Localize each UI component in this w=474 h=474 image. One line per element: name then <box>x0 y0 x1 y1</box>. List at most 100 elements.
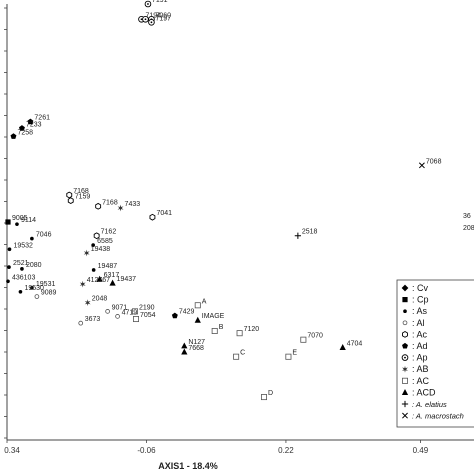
data-point: A <box>194 298 207 309</box>
point-label: 7258 <box>17 129 33 136</box>
point-label: 2048 <box>92 296 108 303</box>
point-label: 7191 <box>152 0 168 4</box>
data-point: 9114 <box>15 217 36 226</box>
x-tick-labels: 0.34 -0.06 0.22 0.49 <box>4 446 429 455</box>
point-label: 7046 <box>36 232 52 239</box>
point-label: 6585 <box>97 238 113 245</box>
legend-item: : ACD <box>401 387 436 397</box>
data-point: 7041 <box>149 210 172 221</box>
point-label: 9114 <box>21 217 36 224</box>
data-point: 7068 <box>418 158 442 169</box>
marker-dot <box>91 268 96 272</box>
data-point: 6585 <box>91 238 113 247</box>
marker-square-open <box>261 394 268 401</box>
marker-circle-dot-center <box>150 21 153 24</box>
data-point: 2518 <box>294 229 318 239</box>
data-point: N127 <box>181 339 205 349</box>
marker-circle-open <box>115 314 120 319</box>
data-point: 7233 <box>18 121 42 131</box>
data-point: 7159 <box>67 194 91 205</box>
legend-item: : Ap <box>401 353 428 363</box>
data-point: 19530 <box>18 285 44 294</box>
point-label: 19437 <box>117 276 137 283</box>
point-label: 9005 <box>12 215 28 222</box>
data-point: 9089 <box>34 290 57 299</box>
marker-circle-open <box>402 320 408 326</box>
data-point: 19532 <box>7 242 33 252</box>
point-label: A <box>202 298 207 305</box>
point-label: 436103 <box>12 274 35 281</box>
point-label: 7429 <box>179 309 195 316</box>
marker-circle-open <box>78 320 84 326</box>
data-point: 3673 <box>78 316 100 326</box>
legend-label: : As <box>412 306 428 316</box>
point-label: 6317 <box>104 272 120 279</box>
data-point: 19437 <box>109 276 136 286</box>
marker-circle-open <box>105 309 110 314</box>
edge-point-label: 36 <box>463 213 471 220</box>
marker-star <box>83 249 90 257</box>
data-point: 2190 <box>132 304 155 315</box>
legend-box <box>396 279 474 428</box>
marker-square-open <box>132 308 139 315</box>
marker-triangle <box>194 316 201 323</box>
legend-label: : ACD <box>412 387 436 397</box>
point-label: 2518 <box>302 229 318 236</box>
marker-dot <box>30 286 34 290</box>
marker-square-filled <box>5 219 11 225</box>
legend-item: : AB <box>402 364 429 374</box>
data-point: 7197 <box>148 15 171 26</box>
legend-item: : AC <box>401 376 430 386</box>
data-point: 7120 <box>236 326 259 337</box>
marker-star <box>79 280 86 288</box>
legend-label: : Ap <box>412 353 428 363</box>
data-point: 7433 <box>117 201 140 212</box>
marker-triangle <box>181 348 188 355</box>
marker-square-open <box>285 353 292 360</box>
marker-square-open <box>236 330 243 337</box>
point-label: 7060 <box>155 12 171 19</box>
marker-dot <box>7 265 11 269</box>
data-point: 2080 <box>20 262 42 271</box>
marker-triangle <box>96 275 103 282</box>
marker-diamond <box>401 284 409 292</box>
data-point: 7070 <box>300 333 323 343</box>
data-point: 7168 <box>95 199 118 210</box>
legend-label: : A. macrostach <box>412 412 464 421</box>
legend-label: : Cp <box>412 295 429 305</box>
data-point: IMAGE <box>194 313 225 323</box>
marker-pentagon <box>10 133 17 139</box>
point-label: E <box>292 350 297 357</box>
data-point: 19531 <box>30 281 55 290</box>
point-label: 7159 <box>75 194 91 201</box>
point-label: 4704 <box>347 340 363 347</box>
marker-dot <box>6 279 10 284</box>
data-point: 436103 <box>6 274 35 284</box>
legend-label: : AC <box>412 376 430 386</box>
point-label: 7168 <box>73 188 89 195</box>
data-point: 4704 <box>339 340 363 350</box>
marker-hexagon <box>402 331 408 338</box>
data-point: 19438 <box>83 246 111 257</box>
point-label: 7233 <box>26 121 42 128</box>
point-label: 7070 <box>307 333 323 340</box>
legend-label: : A. elatius <box>412 400 447 409</box>
legend-item: : Ac <box>402 329 428 339</box>
data-point: 19487 <box>91 263 117 272</box>
marker-square-open <box>300 336 307 343</box>
point-label: B <box>219 324 224 331</box>
point-label: 7162 <box>101 229 117 236</box>
point-label: 19438 <box>91 246 111 253</box>
marker-circle-dot-center <box>140 18 143 21</box>
point-label: 7168 <box>102 199 118 206</box>
legend-item: : A. macrostach <box>402 412 464 421</box>
legend-item: : Al <box>402 318 425 328</box>
point-label: 19532 <box>13 242 33 249</box>
data-point: B <box>211 324 224 334</box>
data-point: 9005 <box>5 215 28 225</box>
marker-x <box>418 162 425 169</box>
marker-dot <box>18 289 23 294</box>
legend-label: : Ad <box>412 341 428 351</box>
point-label: 4719 <box>122 309 138 316</box>
